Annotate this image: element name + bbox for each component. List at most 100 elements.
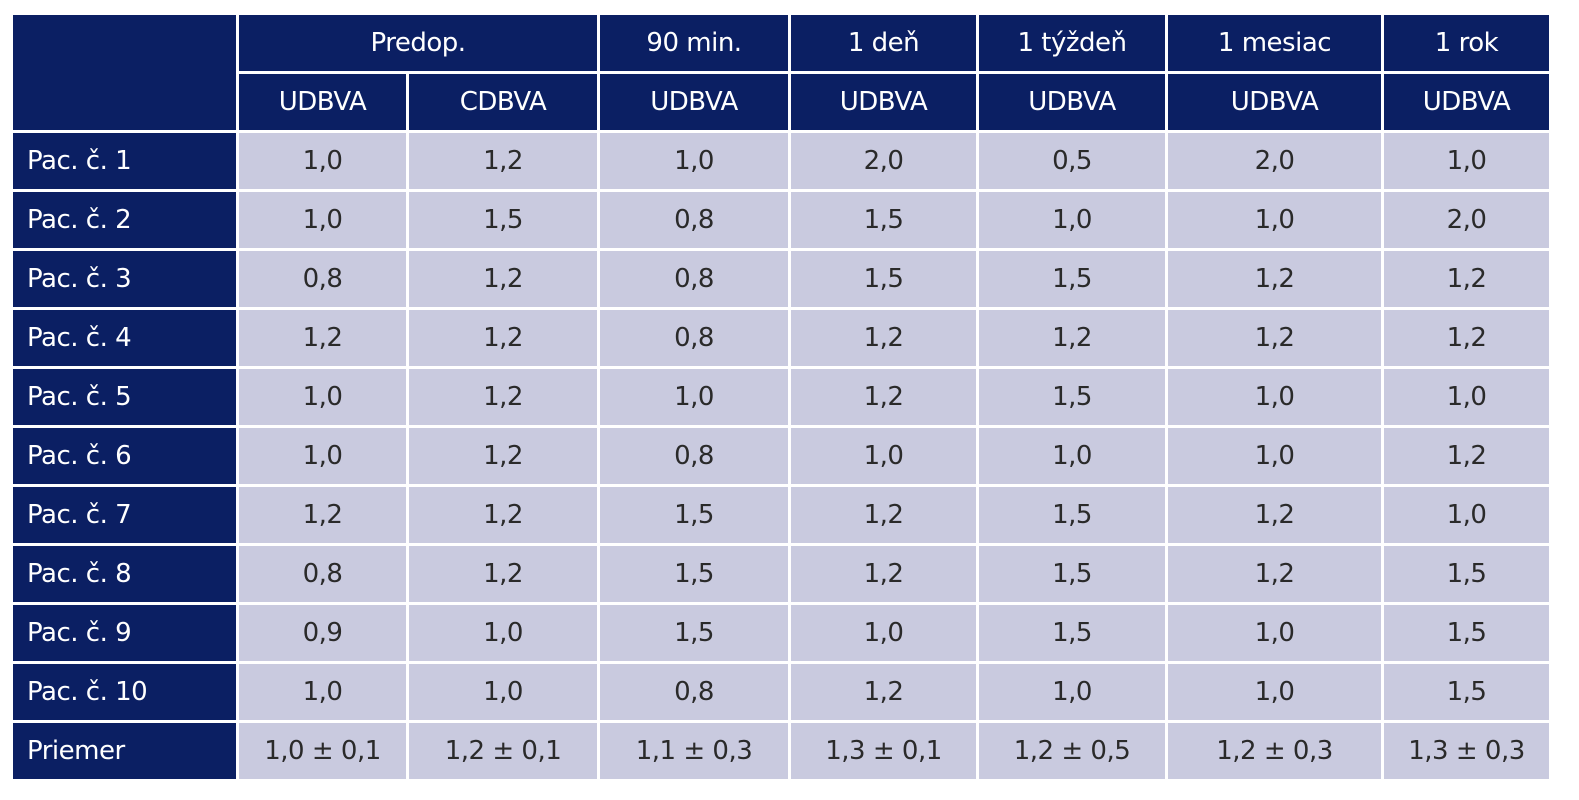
value-cell: 1,0 [1384, 133, 1549, 189]
value-cell: 1,5 [979, 546, 1165, 602]
data-row: Pac. č. 4 1,2 1,2 0,8 1,2 1,2 1,2 1,2 [13, 310, 1549, 366]
value-cell: 1,0 [1168, 369, 1381, 425]
data-table: Predop. 90 min. 1 deň 1 týždeň 1 mesiac 1 rok… [10, 12, 1552, 782]
value-cell: 1,2 [791, 487, 976, 543]
value-cell: 1,0 [1168, 664, 1381, 720]
header-row: Predop. 90 min. 1 deň 1 týždeň 1 mesiac 1 rok [13, 15, 1549, 130]
value-cell: 1,2 [1168, 546, 1381, 602]
value-cell: 1,2 ± 0,1 [409, 723, 597, 779]
value-cell: 1,2 [409, 487, 597, 543]
value-cell: 1,0 [979, 664, 1165, 720]
value-cell: 1,5 [409, 192, 597, 248]
subheader: UDBVA [979, 74, 1165, 130]
row-label: Pac. č. 5 [13, 369, 236, 425]
value-cell: 1,2 [1168, 251, 1381, 307]
value-cell: 1,0 [1384, 369, 1549, 425]
value-cell: 1,0 [239, 192, 406, 248]
value-cell: 1,0 [239, 664, 406, 720]
subheader: UDBVA [791, 74, 976, 130]
row-label: Pac. č. 8 [13, 546, 236, 602]
group-header: 1 rok [1384, 15, 1549, 71]
value-cell: 1,0 [239, 369, 406, 425]
value-cell: 1,3 ± 0,3 [1384, 723, 1549, 779]
value-cell: 2,0 [791, 133, 976, 189]
value-cell: 1,5 [1384, 605, 1549, 661]
row-label: Pac. č. 1 [13, 133, 236, 189]
row-label: Pac. č. 7 [13, 487, 236, 543]
value-cell: 1,2 ± 0,5 [979, 723, 1165, 779]
row-label: Priemer [13, 723, 236, 779]
value-cell: 1,2 [791, 546, 976, 602]
value-cell: 1,1 ± 0,3 [600, 723, 788, 779]
value-cell: 0,8 [600, 251, 788, 307]
value-cell: 0,8 [239, 546, 406, 602]
value-cell: 1,0 [791, 605, 976, 661]
value-cell: 1,5 [1384, 664, 1549, 720]
value-cell: 1,2 [409, 546, 597, 602]
subheader: UDBVA [1168, 74, 1381, 130]
value-cell: 2,0 [1384, 192, 1549, 248]
value-cell: 0,9 [239, 605, 406, 661]
value-cell: 1,5 [791, 251, 976, 307]
value-cell: 0,8 [600, 192, 788, 248]
group-header: Predop. [239, 15, 597, 71]
value-cell: 1,0 [979, 192, 1165, 248]
corner-cell [13, 15, 236, 130]
subheader: CDBVA [409, 74, 597, 130]
value-cell: 1,5 [979, 605, 1165, 661]
value-cell: 1,5 [1384, 546, 1549, 602]
value-cell: 0,8 [600, 664, 788, 720]
value-cell: 1,0 [239, 133, 406, 189]
data-row: Pac. č. 8 0,8 1,2 1,5 1,2 1,5 1,2 1,5 [13, 546, 1549, 602]
value-cell: 1,2 [1384, 310, 1549, 366]
value-cell: 1,0 [409, 605, 597, 661]
data-row: Pac. č. 1 1,0 1,2 1,0 2,0 0,5 2,0 1,0 [13, 133, 1549, 189]
value-cell: 1,2 [791, 664, 976, 720]
row-label: Pac. č. 3 [13, 251, 236, 307]
value-cell: 1,2 [791, 310, 976, 366]
value-cell: 0,8 [239, 251, 406, 307]
value-cell: 1,5 [600, 546, 788, 602]
row-label: Pac. č. 10 [13, 664, 236, 720]
value-cell: 1,0 [1168, 428, 1381, 484]
value-cell: 0,5 [979, 133, 1165, 189]
subheader-row: UDBVA CDBVA UDBVA UDBVA UDBVA UDBVA UDBVA [13, 74, 1549, 130]
value-cell: 1,0 [600, 369, 788, 425]
subheader: UDBVA [1384, 74, 1549, 130]
value-cell: 1,0 [1168, 605, 1381, 661]
row-label: Pac. č. 9 [13, 605, 236, 661]
value-cell: 1,2 [409, 428, 597, 484]
value-cell: 0,8 [600, 428, 788, 484]
value-cell: 1,2 [1168, 310, 1381, 366]
data-row: Pac. č. 10 1,0 1,0 0,8 1,2 1,0 1,0 1,5 [13, 664, 1549, 720]
value-cell: 1,2 [791, 369, 976, 425]
value-cell: 1,0 [1384, 487, 1549, 543]
group-header: 1 mesiac [1168, 15, 1381, 71]
data-row: Priemer 1,0 ± 0,1 1,2 ± 0,1 1,1 ± 0,3 1,3 ± … [13, 723, 1549, 779]
value-cell: 1,0 [409, 664, 597, 720]
data-row: Pac. č. 2 1,0 1,5 0,8 1,5 1,0 1,0 2,0 [13, 192, 1549, 248]
data-row: Pac. č. 6 1,0 1,2 0,8 1,0 1,0 1,0 1,2 [13, 428, 1549, 484]
group-header: 1 deň [791, 15, 976, 71]
value-cell: 2,0 [1168, 133, 1381, 189]
value-cell: 1,3 ± 0,1 [791, 723, 976, 779]
value-cell: 1,0 [600, 133, 788, 189]
value-cell: 1,2 [239, 310, 406, 366]
data-row: Pac. č. 9 0,9 1,0 1,5 1,0 1,5 1,0 1,5 [13, 605, 1549, 661]
value-cell: 1,2 [409, 251, 597, 307]
value-cell: 1,0 ± 0,1 [239, 723, 406, 779]
value-cell: 1,5 [979, 251, 1165, 307]
value-cell: 1,0 [1168, 192, 1381, 248]
value-cell: 1,5 [979, 369, 1165, 425]
value-cell: 1,2 [979, 310, 1165, 366]
value-cell: 1,2 [1384, 428, 1549, 484]
subheader: UDBVA [600, 74, 788, 130]
value-cell: 0,8 [600, 310, 788, 366]
value-cell: 1,5 [979, 487, 1165, 543]
row-label: Pac. č. 2 [13, 192, 236, 248]
value-cell: 1,2 [1384, 251, 1549, 307]
value-cell: 1,5 [600, 487, 788, 543]
value-cell: 1,2 [239, 487, 406, 543]
value-cell: 1,0 [239, 428, 406, 484]
